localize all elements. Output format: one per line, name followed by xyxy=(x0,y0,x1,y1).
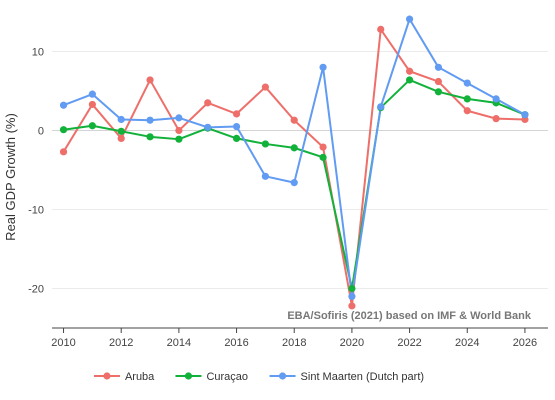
data-point-series-2[interactable] xyxy=(405,15,414,23)
data-point-series-2[interactable] xyxy=(261,172,269,180)
data-point-series-0[interactable] xyxy=(434,77,443,86)
x-tick-label: 2016 xyxy=(224,337,248,349)
y-tick-label: 10 xyxy=(32,47,44,59)
data-point-series-2[interactable] xyxy=(232,122,241,131)
data-point-series-2[interactable] xyxy=(463,79,471,87)
axes: -20 -10 0 10 2010 2012 2014 2016 2018 2020 2022 202… xyxy=(28,47,548,349)
legend-item-0[interactable]: Aruba xyxy=(93,371,155,383)
x-tick-label: 2014 xyxy=(167,337,191,349)
data-point-series-2[interactable] xyxy=(492,95,500,103)
y-axis-title: Real GDP Growth (%) xyxy=(3,113,18,241)
data-point-series-0[interactable] xyxy=(377,25,385,33)
data-point-series-0[interactable] xyxy=(405,67,414,75)
data-point-series-2[interactable] xyxy=(348,292,356,300)
x-tick-label: 2026 xyxy=(513,337,537,349)
series-lines xyxy=(62,18,526,307)
data-point-series-2[interactable] xyxy=(434,63,443,71)
data-point-series-0[interactable] xyxy=(59,148,68,156)
legend-swatch-marker xyxy=(184,372,193,380)
x-tick-label: 2022 xyxy=(397,337,421,349)
data-point-series-2[interactable] xyxy=(146,116,154,124)
x-tick-label: 2012 xyxy=(109,337,133,349)
legend-swatch-marker xyxy=(103,372,111,380)
legend-item-2[interactable]: Sint Maarten (Dutch part) xyxy=(269,371,425,383)
data-point-series-2[interactable] xyxy=(204,123,212,131)
series-line-2 xyxy=(63,18,526,298)
data-point-series-0[interactable] xyxy=(492,115,500,123)
data-point-series-0[interactable] xyxy=(290,116,298,124)
data-point-series-2[interactable] xyxy=(175,114,183,122)
data-point-series-0[interactable] xyxy=(204,99,212,107)
legend-label: Curaçao xyxy=(206,371,248,383)
data-point-series-1[interactable] xyxy=(59,126,68,134)
data-point-series-0[interactable] xyxy=(117,134,125,142)
legend-label: Sint Maarten (Dutch part) xyxy=(301,371,425,383)
legend-swatch-marker xyxy=(278,372,287,380)
x-tick-label: 2018 xyxy=(282,337,306,349)
data-point-series-1[interactable] xyxy=(319,153,327,161)
series-line-0 xyxy=(62,28,525,307)
data-point-series-1[interactable] xyxy=(290,144,298,152)
data-point-series-0[interactable] xyxy=(319,143,327,151)
data-point-series-1[interactable] xyxy=(146,133,154,141)
data-point-series-0[interactable] xyxy=(348,302,356,310)
legend-item-1[interactable]: Curaçao xyxy=(175,371,248,383)
data-points xyxy=(59,15,529,310)
y-tick-label: -20 xyxy=(28,284,44,296)
legend: Aruba Curaçao Sint Maarten (Dutch part) xyxy=(93,371,425,383)
data-point-series-2[interactable] xyxy=(88,90,96,98)
data-point-series-1[interactable] xyxy=(117,127,125,135)
legend-label: Aruba xyxy=(125,371,155,383)
data-point-series-0[interactable] xyxy=(232,110,241,118)
data-point-series-0[interactable] xyxy=(146,76,154,84)
data-point-series-2[interactable] xyxy=(377,103,385,111)
data-point-series-0[interactable] xyxy=(463,107,471,115)
data-point-series-2[interactable] xyxy=(319,63,327,71)
data-point-series-1[interactable] xyxy=(261,140,269,148)
data-point-series-0[interactable] xyxy=(175,126,183,135)
source-annotation: EBA/Sofiris (2021) based on IMF & World … xyxy=(287,310,532,322)
x-tick-label: 2024 xyxy=(455,337,479,349)
data-point-series-1[interactable] xyxy=(405,76,414,84)
data-point-series-1[interactable] xyxy=(232,134,241,142)
data-point-series-1[interactable] xyxy=(175,135,183,143)
data-point-series-2[interactable] xyxy=(521,111,529,119)
data-point-series-2[interactable] xyxy=(59,101,68,109)
x-tick-label: 2010 xyxy=(51,337,75,349)
data-point-series-2[interactable] xyxy=(290,179,298,187)
data-point-series-0[interactable] xyxy=(88,100,96,109)
data-point-series-1[interactable] xyxy=(88,122,96,130)
y-tick-label: -10 xyxy=(28,205,44,217)
gridlines xyxy=(52,51,548,289)
x-tick-label: 2020 xyxy=(340,337,364,349)
data-point-series-1[interactable] xyxy=(434,88,443,96)
y-tick-label: 0 xyxy=(38,126,44,138)
data-point-series-0[interactable] xyxy=(261,83,269,91)
data-point-series-1[interactable] xyxy=(348,284,356,293)
data-point-series-2[interactable] xyxy=(117,115,125,124)
data-point-series-1[interactable] xyxy=(463,95,471,103)
